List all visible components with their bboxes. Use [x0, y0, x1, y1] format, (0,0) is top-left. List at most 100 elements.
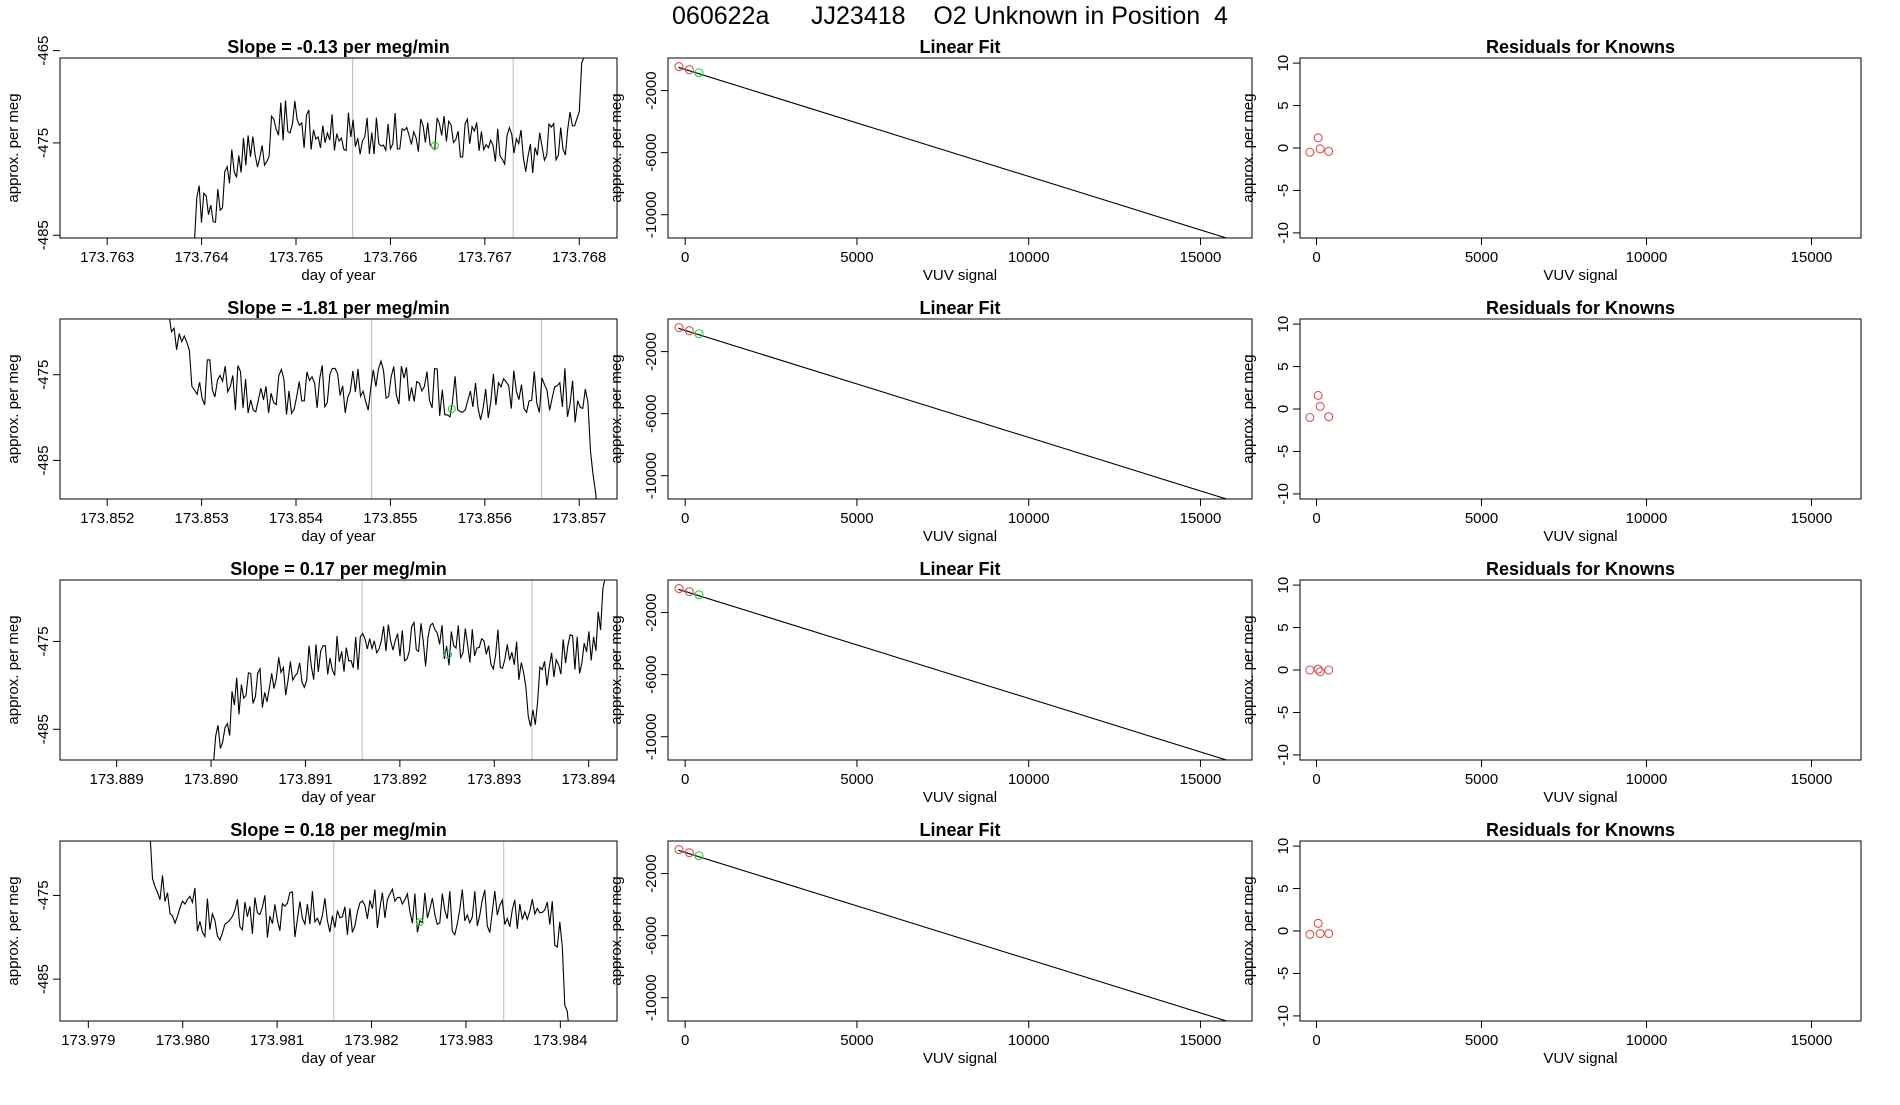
panel-title: Residuals for Knowns [1486, 37, 1675, 57]
y-axis-label: approx. per meg [1240, 93, 1257, 202]
unknown-mean-marker [443, 650, 453, 659]
y-tick-label: 10 [1275, 55, 1292, 72]
x-axis-label: VUV signal [1543, 267, 1617, 284]
unknown-mean-marker [430, 141, 439, 150]
residual-point [1313, 390, 1323, 400]
y-tick-label: 10 [1275, 577, 1292, 594]
x-tick-label: 0 [681, 249, 689, 266]
plot-area [1305, 390, 1334, 423]
y-tick-label: 10 [1275, 838, 1292, 855]
x-tick-label: 173.767 [458, 249, 512, 266]
x-tick-label: 173.855 [363, 510, 417, 527]
y-tick-label: 5 [1275, 362, 1292, 370]
panel-title: Linear Fit [919, 298, 1000, 318]
x-axis-label: VUV signal [923, 267, 997, 284]
panel-title: Linear Fit [919, 559, 1000, 579]
y-tick-label: -10 [1275, 744, 1292, 766]
x-axis-label: day of year [301, 1050, 375, 1067]
x-tick-label: 173.764 [174, 249, 228, 266]
y-axis-label: approx. per meg [608, 615, 625, 724]
signal-trace-line [213, 580, 606, 760]
x-tick-label: 10000 [1008, 249, 1050, 266]
y-tick-label: 0 [1275, 405, 1292, 413]
residual-point [1313, 918, 1323, 928]
fit-line [678, 849, 1229, 1021]
x-axis-label: VUV signal [1543, 528, 1617, 545]
panel-title: Residuals for Knowns [1486, 298, 1675, 318]
y-tick-label: -485 [35, 220, 52, 250]
y-tick-label: -10 [1275, 1005, 1292, 1027]
x-tick-label: 173.889 [90, 771, 144, 788]
y-tick-label: 10 [1275, 316, 1292, 333]
plot-area [168, 319, 597, 499]
unknown-point [694, 68, 704, 78]
x-tick-label: 10000 [1008, 510, 1050, 527]
panel-linear-fit-row-2: Linear Fit 0 5000 10000 15000 VUV signal -2000… [608, 298, 1253, 545]
signal-trace-line [149, 841, 569, 1021]
x-tick-label: 15000 [1180, 510, 1222, 527]
y-tick-label: -475 [35, 360, 52, 390]
x-tick-label: 10000 [1626, 1032, 1668, 1049]
plot-frame [667, 57, 1253, 239]
y-tick-label: -6000 [643, 133, 660, 171]
unknown-mean-marker [447, 404, 456, 414]
residual-point [1305, 147, 1315, 157]
y-tick-label: -2000 [643, 71, 660, 109]
known-point [684, 848, 694, 858]
x-tick-label: 15000 [1180, 1032, 1222, 1049]
known-point [684, 587, 694, 597]
panel-time-series-row-3: Slope = 0.17 per meg/min 173.889 173.890 17… [5, 559, 618, 806]
residual-point [1324, 928, 1334, 939]
x-tick-label: 15000 [1791, 249, 1833, 266]
x-tick-label: 15000 [1180, 249, 1222, 266]
plot-area [674, 583, 1229, 760]
panel-linear-fit-row-1: Linear Fit 0 5000 10000 15000 VUV signal -2000… [608, 37, 1253, 284]
panel-title: Residuals for Knowns [1486, 820, 1675, 840]
residual-point [1305, 412, 1315, 423]
known-point [674, 61, 684, 72]
y-tick-label: -5 [1275, 445, 1292, 458]
y-axis-label: approx. per meg [5, 354, 22, 463]
plot-frame [1299, 579, 1862, 761]
x-tick-label: 173.893 [467, 771, 521, 788]
plot-frame [59, 840, 618, 1022]
residual-point [1324, 412, 1334, 422]
known-point [684, 65, 694, 75]
panel-time-series-row-1: Slope = -0.13 per meg/min 173.763 173.764 1… [5, 36, 618, 284]
panel-time-series-row-2: Slope = -1.81 per meg/min 173.852 173.853 1… [5, 298, 618, 545]
y-axis-label: approx. per meg [1240, 615, 1257, 724]
residual-point [1315, 928, 1325, 939]
x-tick-label: 5000 [1465, 249, 1498, 266]
known-point [674, 322, 684, 333]
plot-frame [1299, 840, 1862, 1022]
x-tick-label: 10000 [1626, 510, 1668, 527]
y-tick-label: -5 [1275, 967, 1292, 980]
plot-area [674, 61, 1229, 238]
y-tick-label: -10000 [643, 452, 660, 499]
x-tick-label: 5000 [1465, 1032, 1498, 1049]
x-tick-label: 173.980 [156, 1032, 210, 1049]
x-tick-label: 0 [1312, 1032, 1320, 1049]
x-tick-label: 173.854 [269, 510, 323, 527]
x-tick-label: 173.766 [363, 249, 417, 266]
y-tick-label: -6000 [643, 394, 660, 432]
plot-frame [59, 579, 618, 761]
y-axis-label: approx. per meg [5, 93, 22, 202]
x-axis-label: VUV signal [923, 528, 997, 545]
plot-area [1305, 664, 1334, 677]
x-tick-label: 0 [1312, 249, 1320, 266]
x-tick-label: 0 [1312, 510, 1320, 527]
x-tick-label: 173.982 [344, 1032, 398, 1049]
plot-area [674, 844, 1229, 1021]
x-tick-label: 0 [681, 771, 689, 788]
y-tick-label: -10000 [643, 191, 660, 238]
residual-point [1313, 133, 1323, 143]
y-tick-label: -2000 [643, 854, 660, 892]
residual-point [1324, 665, 1334, 675]
residual-point [1305, 665, 1315, 675]
panel-title: Slope = -0.13 per meg/min [227, 37, 450, 57]
x-tick-label: 15000 [1791, 771, 1833, 788]
x-tick-label: 15000 [1791, 510, 1833, 527]
y-tick-label: -5 [1275, 184, 1292, 197]
x-tick-label: 5000 [840, 510, 873, 527]
